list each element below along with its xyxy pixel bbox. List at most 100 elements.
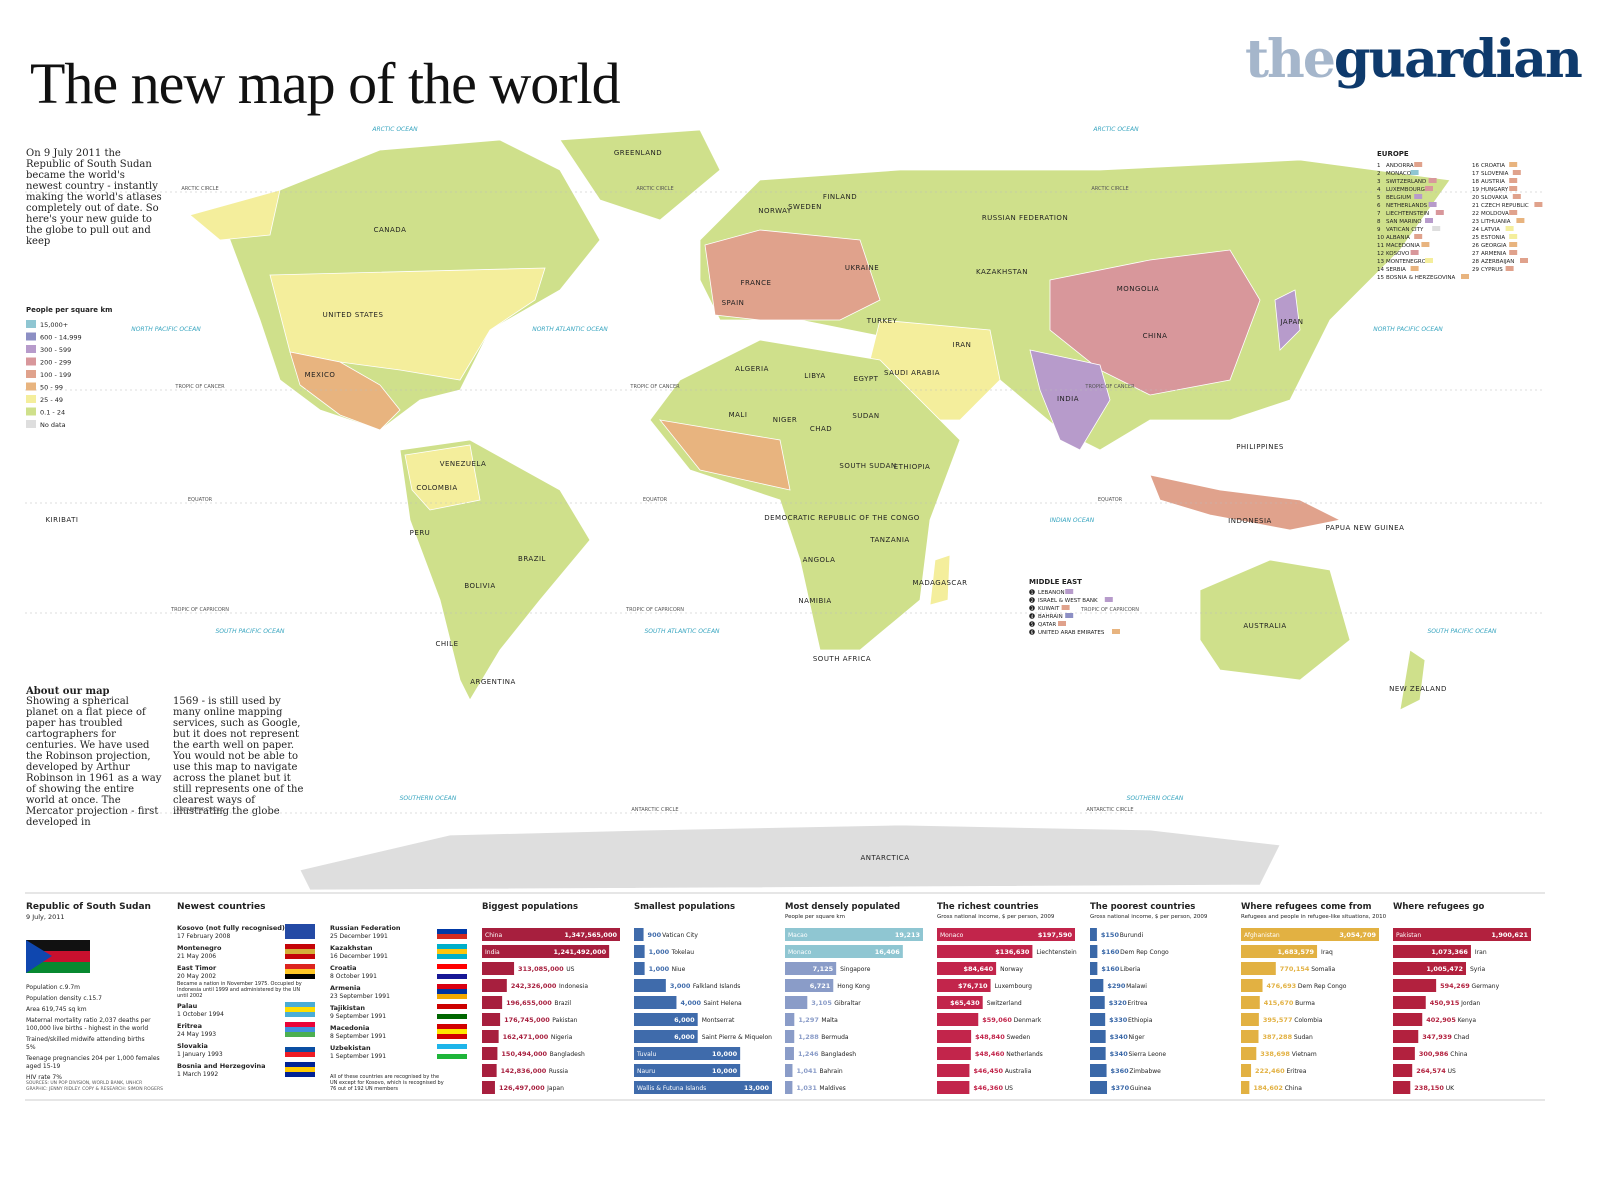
ss-stat: Trained/skilled midwife attending births… [25,1036,145,1051]
bar [1241,945,1318,958]
latitude-label: TROPIC OF CANCER [1084,384,1135,390]
greenland [559,129,721,221]
bar-value: $48,460 [975,1050,1005,1058]
about-title: About our map [26,686,110,697]
ocean-label: NORTH PACIFIC OCEAN [1373,326,1443,333]
europe-swatch [1509,210,1518,215]
europe-name: VATICAN CITY [1386,227,1424,233]
bar [1393,945,1471,958]
europe-swatch [1509,186,1518,191]
bar [482,962,515,975]
bar-category: Indonesia [559,983,588,990]
me-swatch [1112,629,1120,634]
bar [937,928,1075,941]
bar-value: 184,602 [1253,1084,1283,1092]
bar [785,1081,793,1094]
flag-stripe [285,1032,315,1037]
flag-stripe [285,944,315,949]
bar [937,979,991,992]
country-label: SUDAN [852,412,879,420]
bar-value: 402,905 [1426,1016,1456,1024]
newest-date: 25 December 1991 [330,933,388,940]
country-label: INDONESIA [1228,517,1272,525]
bar-value: 6,000 [674,1016,695,1024]
europe-name: MACEDONIA [1386,243,1420,249]
bar [785,928,923,941]
flag-stripe [285,1022,315,1027]
europe-swatch [1410,266,1419,271]
country-label: RUSSIAN FEDERATION [982,214,1068,222]
bar [785,979,834,992]
bar-value: $290 [1107,982,1126,990]
europe-swatch [1512,194,1521,199]
sources: SOURCES: UN POP DIVISION, WORLD BANK, UN… [26,1080,142,1086]
bar-category: China [1450,1051,1467,1058]
flag-stripe [285,1072,315,1077]
ss-stat-line: Maternal mortality ratio 2,037 deaths pe… [26,1017,151,1024]
latitude-label: ARCTIC CIRCLE [181,186,218,192]
flag-green [26,962,90,973]
bar [1241,928,1379,941]
bar-category: Sweden [1007,1034,1031,1041]
ss-stat-line: Teenage pregnancies 204 per 1,000 female… [25,1055,160,1062]
me-marker [1029,597,1035,603]
europe-num: 22 [1472,211,1479,217]
me-num: 4 [1031,614,1034,619]
flag-stripe [437,1029,467,1034]
country-label: ARGENTINA [470,678,516,686]
newest-date: 1 September 1991 [330,1053,386,1060]
bar-category: US [566,966,574,973]
bar [634,1013,698,1026]
europe-name: BELGIUM [1386,195,1411,201]
bar-category: Maldives [819,1085,845,1092]
note-line: until 2002 [177,993,202,999]
europe-num: 3 [1377,179,1381,185]
newest-date: 1 October 1994 [177,1011,224,1018]
flag-stripe [437,949,467,954]
bar-value: 1,683,579 [1277,948,1314,956]
newest-name: Montenegro [177,944,222,952]
ss-stat: Population c.9.7m [26,984,80,991]
newest-footnote: All of these countries are recognised by… [330,1074,444,1092]
me-swatch [1061,605,1070,610]
bar-value: 450,915 [1430,999,1460,1007]
country-label: SWEDEN [788,203,822,211]
madagascar [929,554,951,606]
europe-num: 24 [1472,227,1479,233]
bar-value: $340 [1110,1033,1129,1041]
bar-category: Bermuda [821,1034,849,1041]
country-label: FRANCE [741,279,772,287]
country-label: FINLAND [823,193,857,201]
europe-num: 14 [1377,267,1384,273]
europe-num: 8 [1377,219,1381,225]
bar-value: $46,450 [973,1067,1003,1075]
me-swatch [1065,589,1074,594]
me-num: 2 [1031,598,1034,603]
graphic-credit: GRAPHIC: JENNY RIDLEY. COPY & RESEARCH: … [26,1086,163,1092]
bar-category: Zimbabwe [1129,1068,1161,1075]
europe-swatch [1461,274,1469,279]
bar-category: Guinea [1130,1085,1152,1092]
bar-category: Tokelau [671,949,695,956]
bar-value: 176,745,000 [504,1016,550,1024]
bar [482,1013,501,1026]
bar-category: Syria [1470,966,1485,973]
flag-stripe [437,934,467,939]
europe-num: 2 [1377,171,1381,177]
latitude-label: ARCTIC CIRCLE [636,186,673,192]
europe-swatch [1432,226,1441,231]
europe-name: GEORGIA [1481,243,1507,249]
bar [634,979,666,992]
bar-category: Pakistan [552,1017,577,1024]
bar-category: Macao [788,932,808,939]
me-name: ISRAEL & WEST BANK [1038,598,1098,604]
flag-stripe [437,989,467,994]
country-label: AUSTRALIA [1243,622,1286,630]
country-label: DEMOCRATIC REPUBLIC OF THE CONGO [764,514,920,522]
about: About our map Showing a spherical planet… [26,686,316,828]
bar-value: 162,471,000 [503,1033,549,1041]
legend-label: 300 - 599 [40,346,71,354]
chart-title: The richest countries [937,902,1039,912]
bar-value: 387,288 [1262,1033,1292,1041]
